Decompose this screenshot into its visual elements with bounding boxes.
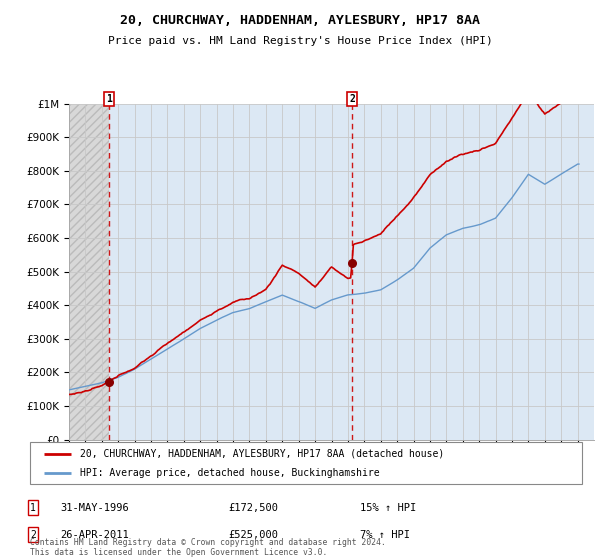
Bar [69, 104, 109, 440]
Text: 2: 2 [30, 530, 36, 540]
Text: 7% ↑ HPI: 7% ↑ HPI [360, 530, 410, 540]
Text: 15% ↑ HPI: 15% ↑ HPI [360, 503, 416, 513]
Text: 31-MAY-1996: 31-MAY-1996 [60, 503, 129, 513]
Text: £172,500: £172,500 [228, 503, 278, 513]
Text: Contains HM Land Registry data © Crown copyright and database right 2024.
This d: Contains HM Land Registry data © Crown c… [30, 538, 386, 557]
Text: 20, CHURCHWAY, HADDENHAM, AYLESBURY, HP17 8AA (detached house): 20, CHURCHWAY, HADDENHAM, AYLESBURY, HP1… [80, 449, 444, 459]
FancyBboxPatch shape [30, 442, 582, 484]
Bar [109, 104, 600, 440]
Text: 20, CHURCHWAY, HADDENHAM, AYLESBURY, HP17 8AA: 20, CHURCHWAY, HADDENHAM, AYLESBURY, HP1… [120, 14, 480, 27]
Bar [69, 104, 109, 440]
Text: £525,000: £525,000 [228, 530, 278, 540]
Text: HPI: Average price, detached house, Buckinghamshire: HPI: Average price, detached house, Buck… [80, 468, 379, 478]
Text: 1: 1 [30, 503, 36, 513]
Text: Price paid vs. HM Land Registry's House Price Index (HPI): Price paid vs. HM Land Registry's House … [107, 36, 493, 46]
Text: 2: 2 [349, 94, 355, 104]
Text: 26-APR-2011: 26-APR-2011 [60, 530, 129, 540]
Text: 1: 1 [106, 94, 112, 104]
